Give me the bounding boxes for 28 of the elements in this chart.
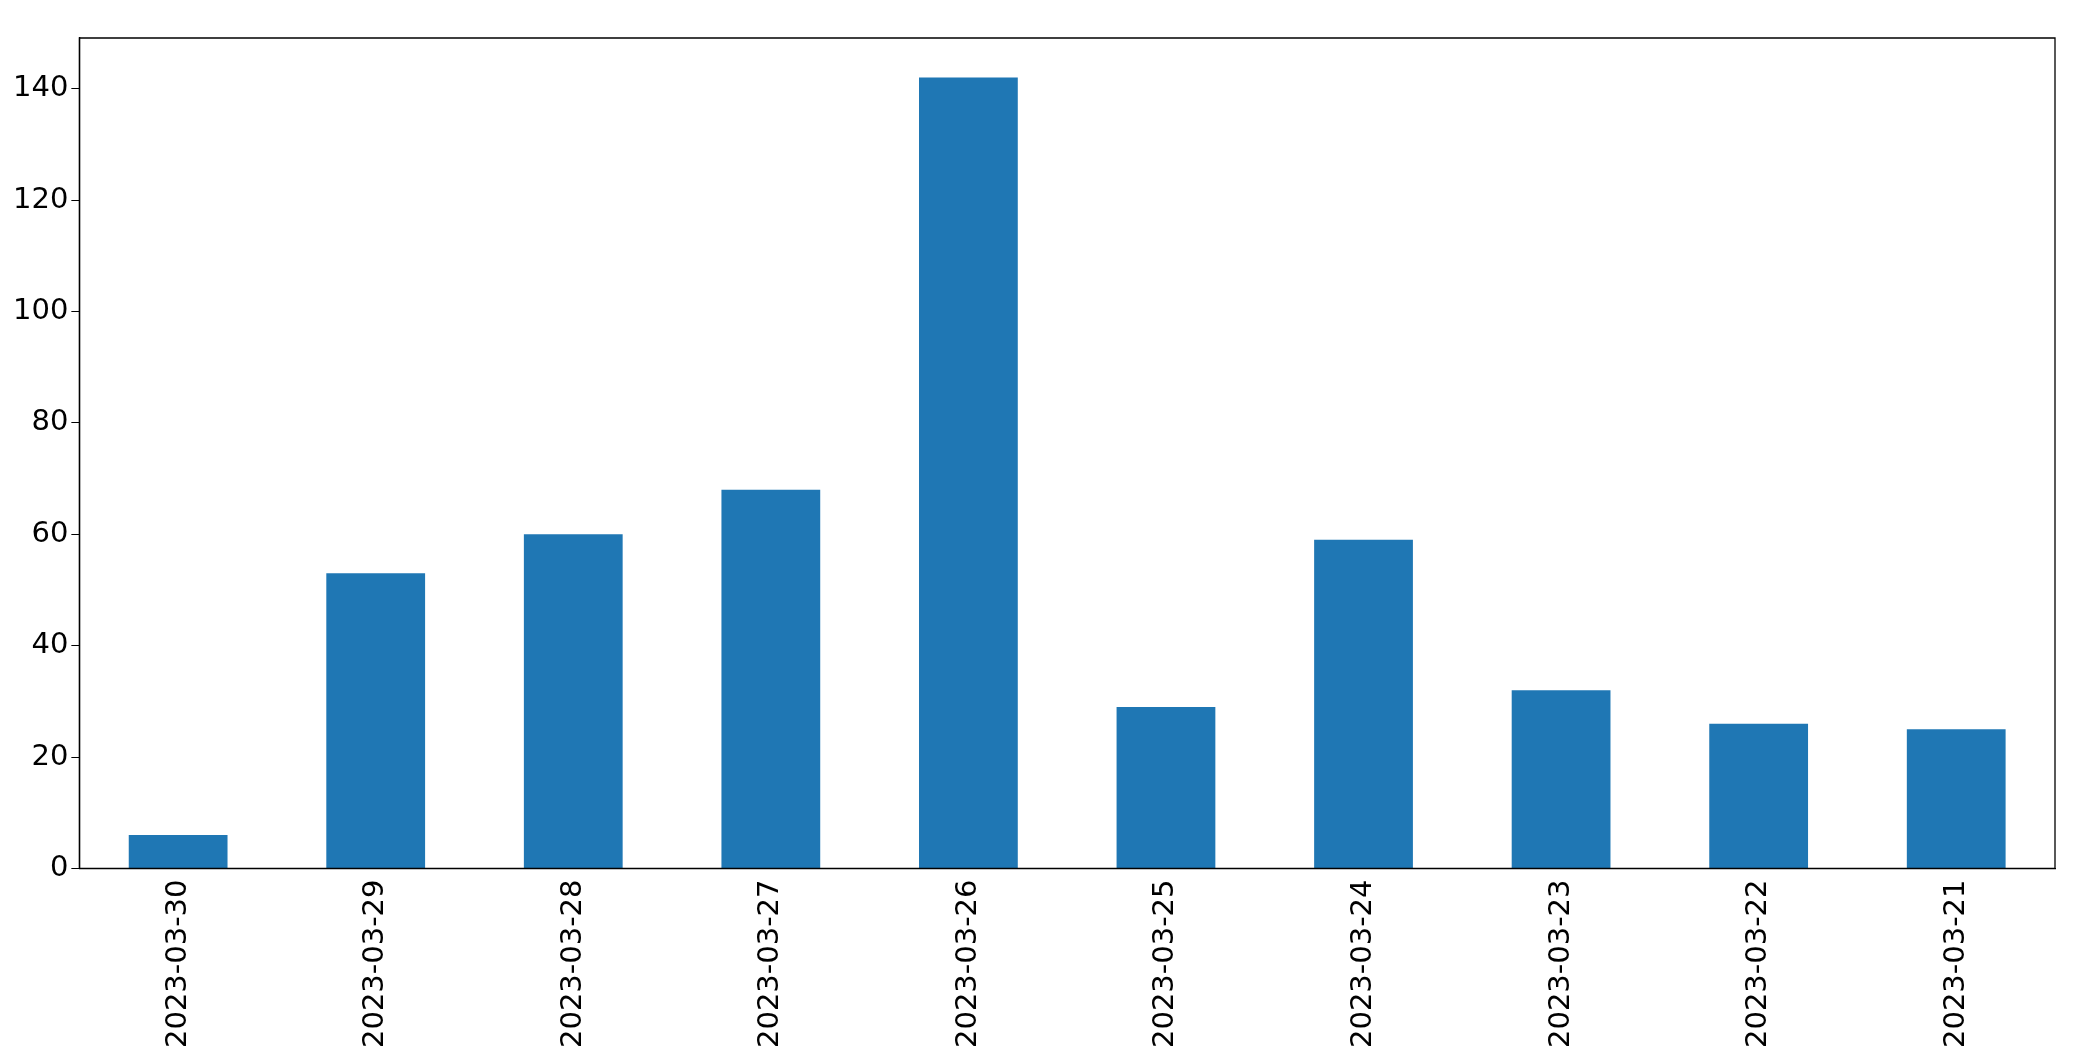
bar bbox=[721, 489, 821, 868]
y-tick-label: 20 bbox=[31, 737, 69, 772]
bar bbox=[1511, 690, 1611, 868]
y-tick-label: 120 bbox=[12, 180, 69, 215]
x-tick-label: 2023-03-23 bbox=[1541, 879, 1576, 1049]
x-tick-label: 2023-03-24 bbox=[1344, 879, 1379, 1049]
y-tick-label: 80 bbox=[31, 403, 69, 438]
x-tick-label: 2023-03-26 bbox=[948, 879, 983, 1049]
bar bbox=[128, 835, 228, 868]
x-tick-label: 2023-03-29 bbox=[356, 879, 391, 1049]
y-tick-label: 140 bbox=[12, 69, 69, 104]
x-tick-label: 2023-03-27 bbox=[751, 879, 786, 1049]
x-tick-label: 2023-03-28 bbox=[553, 879, 588, 1049]
x-tick-label: 2023-03-30 bbox=[158, 879, 193, 1049]
bar bbox=[1314, 539, 1413, 868]
x-tick-label: 2023-03-21 bbox=[1936, 879, 1971, 1049]
x-tick-label: 2023-03-25 bbox=[1146, 879, 1181, 1049]
bar bbox=[1906, 729, 2006, 868]
bar bbox=[919, 77, 1018, 868]
y-tick-label: 40 bbox=[31, 626, 69, 661]
x-tick-label: 2023-03-22 bbox=[1739, 879, 1774, 1049]
y-tick-label: 100 bbox=[12, 292, 69, 327]
y-tick-label: 60 bbox=[31, 514, 69, 549]
bar bbox=[1116, 706, 1216, 868]
y-tick-label: 0 bbox=[49, 849, 69, 883]
bar bbox=[523, 534, 623, 868]
bar bbox=[1709, 723, 1809, 868]
bar bbox=[326, 573, 426, 868]
